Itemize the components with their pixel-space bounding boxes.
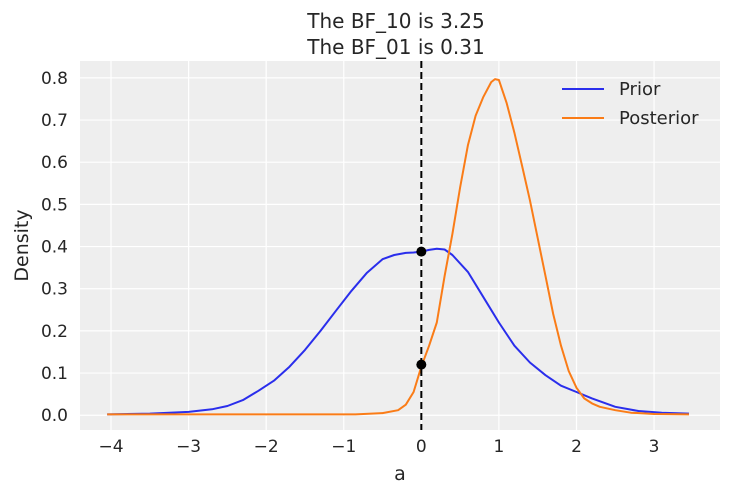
- x-tick-label: 1: [493, 437, 504, 457]
- y-axis-label: Density: [11, 209, 33, 281]
- y-tick-label: 0.3: [41, 280, 68, 300]
- legend: Prior Posterior: [562, 79, 699, 129]
- tick-labels: −4 −3 −2 −1 0 1 2 3 0.0 0.1 0.2 0.3 0.4 0.5 0.6 0.7 0.8: [41, 69, 660, 457]
- x-tick-label: 3: [649, 437, 660, 457]
- y-tick-label: 0.2: [41, 322, 68, 342]
- y-tick-label: 0.0: [41, 406, 68, 426]
- y-tick-label: 0.4: [41, 238, 68, 258]
- x-tick-label: 0: [416, 437, 427, 457]
- x-tick-label: −1: [331, 437, 356, 457]
- plot-area: [80, 61, 720, 430]
- chart-title-line-2: The BF_01 is 0.31: [306, 35, 484, 59]
- x-tick-label: −2: [254, 437, 279, 457]
- legend-label-prior: Prior: [619, 79, 661, 100]
- x-tick-label: −4: [98, 437, 123, 457]
- x-axis-label: a: [394, 463, 406, 485]
- y-tick-label: 0.7: [41, 111, 68, 131]
- chart-title-line-1: The BF_10 is 3.25: [306, 9, 484, 33]
- series-line-posterior: [107, 78, 690, 416]
- density-point-at-zero: [416, 246, 427, 257]
- legend-label-posterior: Posterior: [619, 108, 699, 129]
- x-tick-label: 2: [571, 437, 582, 457]
- reference-layer: [416, 61, 427, 430]
- y-tick-label: 0.5: [41, 195, 68, 215]
- x-tick-label: −3: [176, 437, 201, 457]
- density-point-at-zero: [416, 359, 427, 370]
- y-tick-label: 0.1: [41, 364, 68, 384]
- y-tick-label: 0.8: [41, 69, 68, 89]
- y-tick-label: 0.6: [41, 153, 68, 173]
